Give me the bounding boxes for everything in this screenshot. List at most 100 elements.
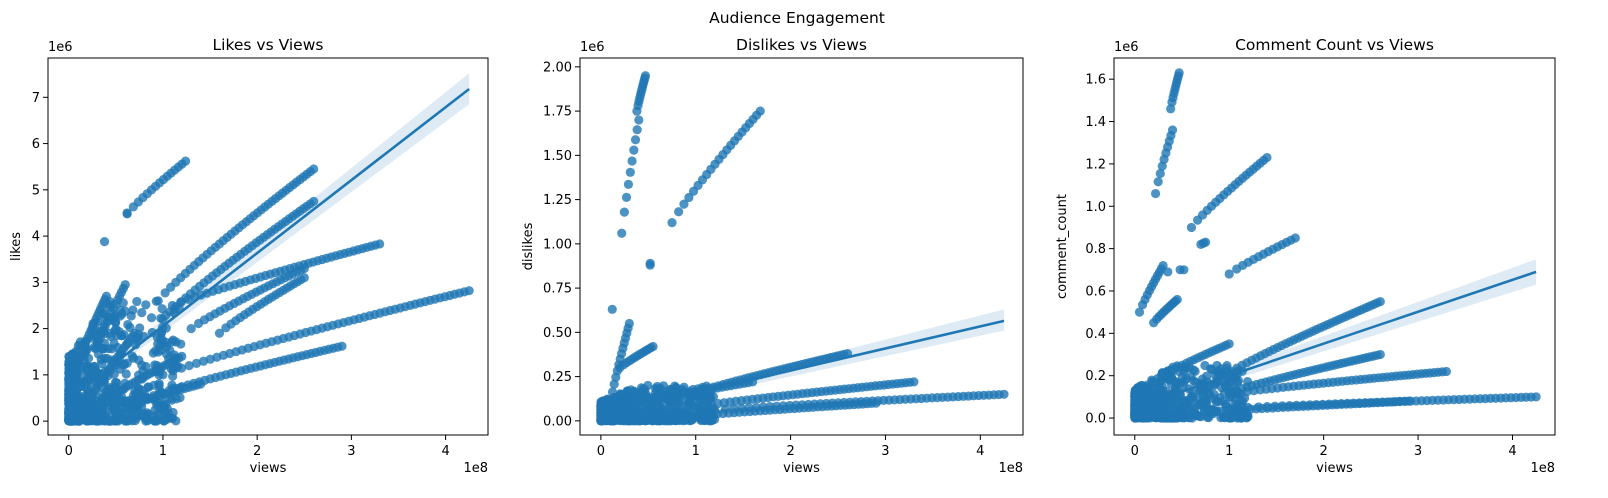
scatter-point	[184, 361, 194, 371]
scatter-point	[99, 237, 110, 247]
scatter-point	[141, 300, 151, 310]
scatter-point	[1404, 396, 1414, 406]
y-tick-label: 0.25	[543, 370, 572, 385]
scatter-point	[609, 379, 619, 389]
scatter-point	[688, 411, 698, 421]
scatter-point	[101, 291, 112, 301]
scatter-point	[117, 309, 127, 319]
scatter-point	[309, 164, 319, 174]
scatter-point	[619, 207, 629, 217]
x-axis-label: views	[783, 461, 820, 476]
x-tick-label: 1	[1225, 444, 1233, 459]
scatter-point	[1134, 307, 1145, 317]
scatter-point	[337, 341, 347, 351]
scatter-point	[73, 414, 83, 424]
scatter-point	[755, 106, 765, 116]
scatter-point	[214, 328, 225, 338]
scatter-point	[1234, 388, 1244, 398]
scatter-point	[176, 363, 187, 373]
scatter-point	[1190, 377, 1201, 387]
scatter-point	[616, 389, 626, 400]
scatter-point	[67, 414, 77, 424]
scatter-point	[176, 297, 186, 307]
scatter-point	[92, 342, 102, 352]
scatter-point	[634, 115, 644, 125]
scatter-point	[1150, 188, 1161, 199]
plot-area	[596, 71, 1009, 426]
scatter-point	[667, 218, 677, 228]
scatter-point	[607, 387, 618, 397]
scatter-point	[160, 288, 170, 298]
scatter-point	[106, 331, 116, 342]
scatter-point	[640, 71, 651, 81]
scatter-point	[632, 125, 642, 135]
scatter-point	[1133, 392, 1143, 402]
scatter-point	[120, 416, 131, 426]
scatter-point	[674, 207, 684, 217]
scatter-point	[617, 228, 627, 238]
x-tick-label: 4	[441, 444, 449, 459]
x-tick-label: 1	[692, 444, 700, 459]
scatter-point	[114, 327, 124, 337]
scatter-point	[627, 156, 637, 166]
scatter-point	[180, 156, 191, 166]
y-tick-label: 1.25	[543, 193, 572, 208]
scatter-point	[148, 393, 159, 403]
plot-area	[1130, 68, 1541, 423]
regression-line	[1134, 270, 1537, 409]
scatter-point	[609, 415, 619, 425]
scatter-point	[1132, 409, 1142, 419]
scatter-point	[1242, 386, 1252, 397]
scatter-point	[1221, 406, 1231, 416]
scatter-point	[627, 396, 637, 406]
y-tick-label: 1.00	[543, 237, 572, 252]
x-tick-label: 3	[1414, 444, 1422, 459]
y-tick-label: 2.00	[543, 60, 572, 75]
scatter-point	[639, 408, 649, 418]
y-tick-label: 4	[32, 230, 40, 245]
scatter-point	[153, 296, 163, 306]
y-offset-label: 1e6	[48, 40, 73, 55]
scatter-point	[1163, 267, 1173, 277]
x-tick-label: 3	[347, 444, 355, 459]
scatter-point	[1238, 396, 1248, 406]
scatter-point	[1441, 366, 1452, 377]
scatter-point	[1171, 377, 1181, 388]
y-tick-label: 0.00	[543, 414, 572, 429]
scatter-point	[89, 361, 100, 371]
scatter-point	[1163, 397, 1173, 407]
scatter-point	[129, 410, 139, 420]
y-tick-label: 3	[32, 276, 40, 291]
scatter-point	[130, 328, 140, 338]
scatter-point	[120, 280, 130, 290]
x-tick-label: 3	[881, 444, 889, 459]
y-tick-label: 0.2	[1085, 369, 1106, 384]
scatter-point	[672, 412, 682, 422]
scatter-point	[158, 314, 168, 324]
x-axis-label: views	[1316, 461, 1353, 476]
scatter-point	[132, 296, 142, 307]
scatter-point	[658, 415, 669, 425]
x-tick-label: 2	[253, 444, 261, 459]
axes-frame	[1113, 57, 1556, 436]
scatter-point	[1205, 407, 1215, 417]
scatter-point	[1179, 265, 1189, 275]
scatter-point	[1375, 349, 1385, 360]
scatter-point	[111, 378, 122, 388]
scatter-point	[171, 394, 181, 404]
scatter-point	[683, 397, 693, 408]
scatter-point	[679, 199, 689, 209]
y-tick-label: 1.4	[1085, 115, 1106, 130]
y-tick-label: 0.50	[543, 326, 572, 341]
y-tick-label: 1.50	[543, 149, 572, 164]
scatter-point	[196, 379, 206, 389]
scatter-point	[375, 239, 385, 249]
scatter-point	[1186, 222, 1197, 233]
scatter-point	[191, 358, 202, 368]
scatter-point	[176, 339, 186, 349]
y-axis-label: comment_count	[1055, 194, 1070, 299]
y-tick-label: 5	[32, 183, 40, 198]
scatter-point	[1165, 410, 1175, 420]
scatter-point	[645, 258, 655, 268]
